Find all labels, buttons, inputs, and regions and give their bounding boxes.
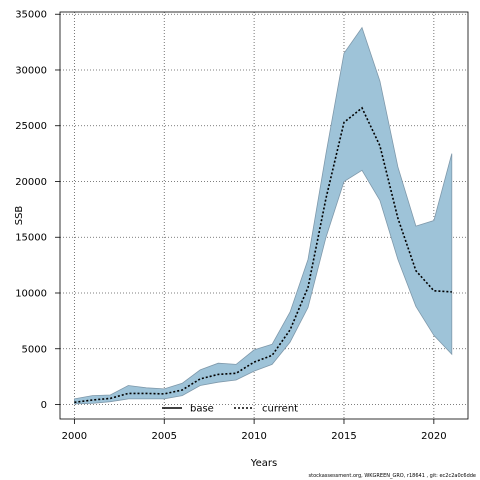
confidence-band [74, 26, 453, 405]
legend-label-current: current [262, 404, 298, 415]
plot-frame [59, 11, 469, 420]
y-axis: 0 5000 10000 15000 20000 25000 30000 35000 [15, 10, 60, 411]
legend-label-base: base [190, 404, 214, 415]
y-axis-title: SSB [14, 206, 25, 226]
x-axis: 2000 2005 2010 2015 2020 [62, 419, 447, 442]
y-tick-label: 10000 [15, 288, 47, 299]
x-tick-label: 2020 [421, 431, 446, 442]
y-tick-label: 20000 [15, 177, 47, 188]
legend: base current [162, 404, 298, 415]
y-tick-label: 30000 [15, 65, 47, 76]
y-tick-label: 15000 [15, 233, 47, 244]
x-axis-title: Years [250, 458, 277, 469]
y-tick-label: 25000 [15, 121, 47, 132]
y-tick-label: 5000 [22, 344, 47, 355]
footer-note: stockassessment.org, WKGREEN_GRO, r18641… [308, 473, 476, 479]
y-tick-label: 0 [41, 400, 47, 411]
x-tick-label: 2015 [331, 431, 356, 442]
series-line-current [74, 106, 452, 404]
x-tick-label: 2010 [241, 431, 266, 442]
x-tick-label: 2000 [62, 431, 87, 442]
y-tick-label: 35000 [15, 10, 47, 21]
x-tick-label: 2005 [152, 431, 177, 442]
